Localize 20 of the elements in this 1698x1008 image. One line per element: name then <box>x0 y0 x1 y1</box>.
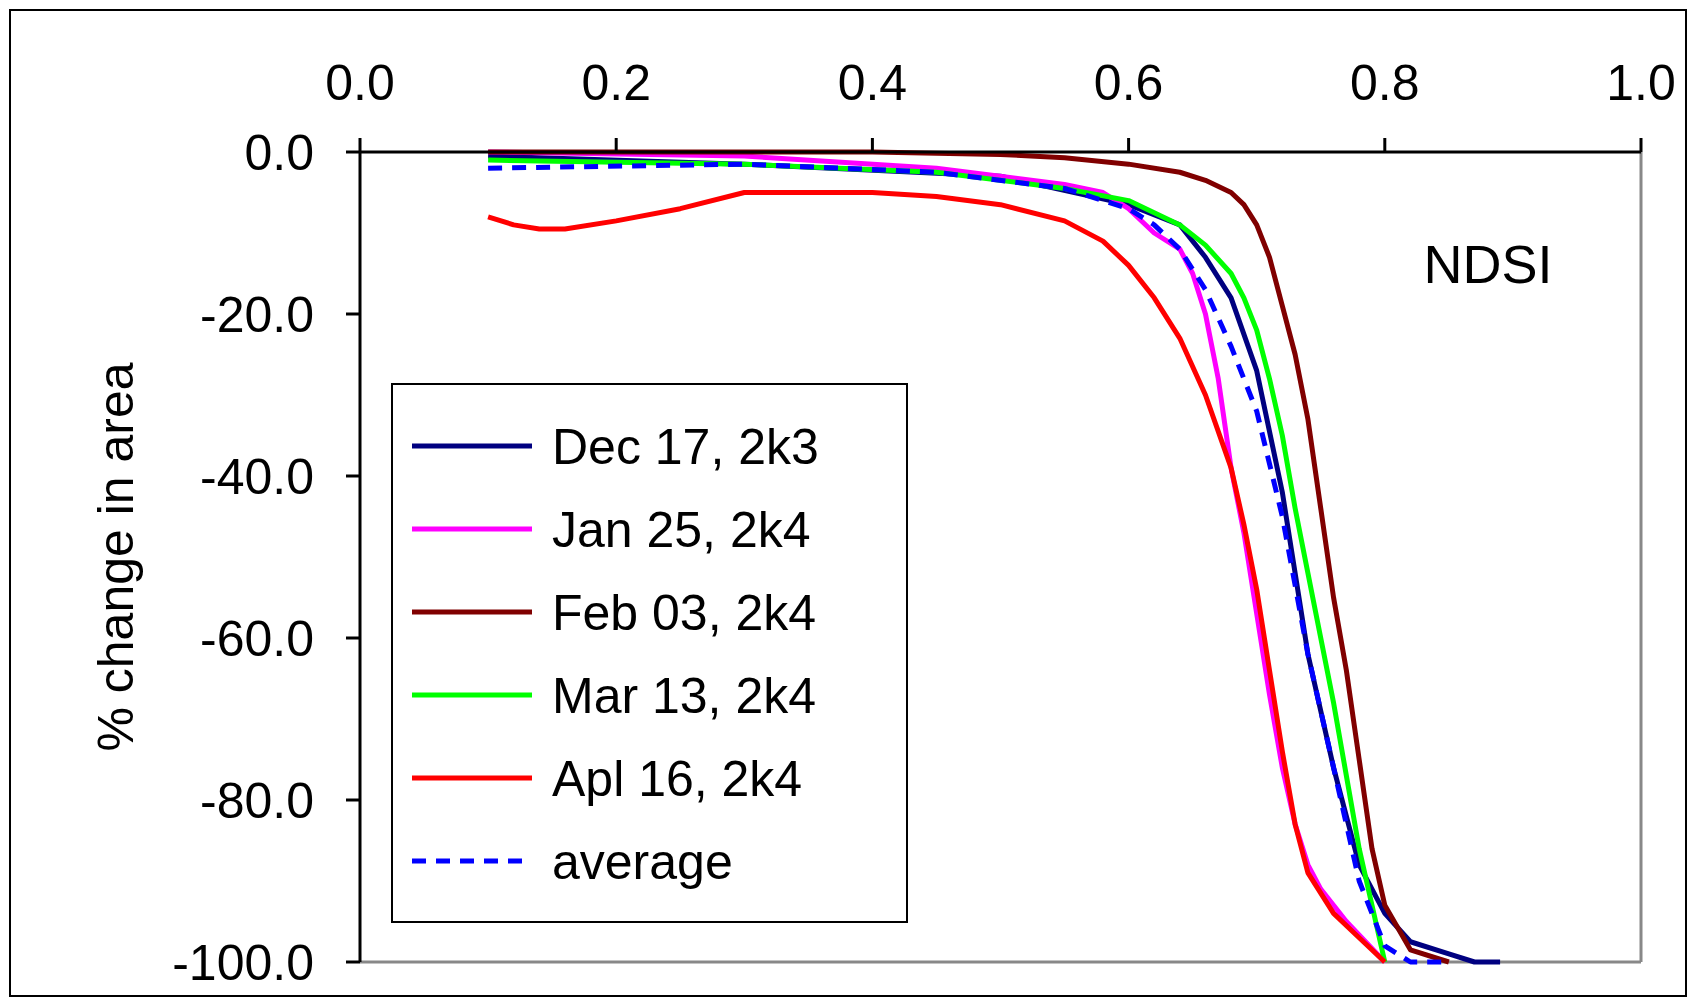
annotation: NDSI <box>1423 234 1553 294</box>
y-tick-label: -80.0 <box>200 772 314 829</box>
x-tick-label: 1.0 <box>1606 55 1676 111</box>
y-tick-label: -20.0 <box>200 286 314 343</box>
y-tick-label: -40.0 <box>200 448 314 505</box>
x-tick-label: 0.6 <box>1093 55 1164 111</box>
legend-label: average <box>552 833 733 890</box>
legend-label: Feb 03, 2k4 <box>552 584 817 641</box>
x-tick-label: 0.4 <box>837 55 908 111</box>
x-tick-label: 0.0 <box>325 55 395 111</box>
legend-label: Apl 16, 2k4 <box>552 750 803 807</box>
y-tick-label: 0.0 <box>244 124 314 181</box>
legend-label: Jan 25, 2k4 <box>552 501 811 558</box>
legend-label: Mar 13, 2k4 <box>552 667 817 724</box>
y-axis-title: % change in area <box>88 362 144 752</box>
y-tick-label: -60.0 <box>200 610 314 667</box>
x-tick-label: 0.2 <box>581 55 651 111</box>
y-tick-label: -100.0 <box>172 934 314 991</box>
x-tick-label: 0.8 <box>1350 55 1420 111</box>
legend-label: Dec 17, 2k3 <box>552 418 819 475</box>
